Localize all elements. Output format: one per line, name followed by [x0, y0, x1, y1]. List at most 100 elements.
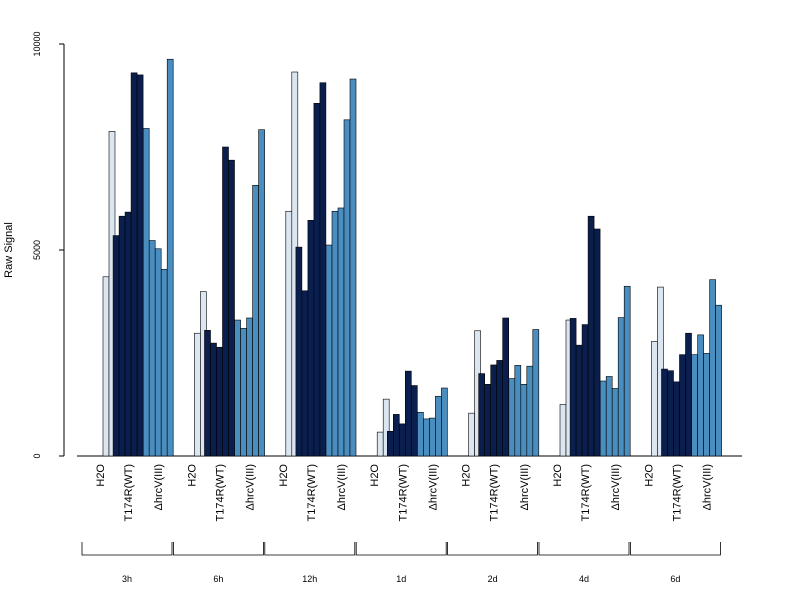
- bar: [611, 388, 619, 457]
- bar: [386, 430, 394, 457]
- category-label: H2O: [95, 464, 107, 487]
- bar: [484, 384, 492, 457]
- category-label: H2O: [369, 464, 381, 487]
- bar: [623, 285, 631, 457]
- bar: [154, 248, 162, 457]
- category-label: H2O: [278, 464, 290, 487]
- category-label: H2O: [643, 464, 655, 487]
- category-label: ΔhrcV(III): [245, 464, 257, 510]
- bar: [496, 360, 504, 457]
- bar: [593, 228, 601, 457]
- bar: [490, 364, 498, 457]
- bar: [532, 329, 540, 457]
- group-label: 4d: [579, 574, 589, 584]
- bar: [343, 119, 351, 457]
- bar: [166, 58, 174, 457]
- bar: [685, 332, 692, 457]
- group-label: 1d: [396, 574, 406, 584]
- bar: [124, 211, 132, 457]
- group-label: 12h: [302, 574, 317, 584]
- bar: [691, 354, 698, 457]
- bar: [112, 235, 120, 457]
- group-label: 6d: [670, 574, 680, 584]
- category-label: T174R(WT): [672, 464, 684, 521]
- bar: [435, 395, 442, 457]
- category-label: T174R(WT): [489, 464, 501, 521]
- bar: [307, 220, 315, 457]
- category-label: ΔhrcV(III): [336, 464, 348, 510]
- category-label: T174R(WT): [215, 464, 227, 521]
- bar: [667, 370, 674, 457]
- bar: [661, 368, 668, 457]
- bar: [319, 82, 327, 457]
- group-bracket: [447, 542, 538, 556]
- group-bracket: [630, 542, 721, 556]
- bar: [697, 334, 704, 457]
- bar: [130, 72, 138, 457]
- bar: [136, 74, 144, 457]
- bar: [559, 404, 567, 457]
- bar: [102, 276, 110, 457]
- group-label: 6h: [213, 574, 223, 584]
- bar: [382, 398, 390, 457]
- bar: [651, 341, 658, 457]
- bar: [673, 381, 680, 457]
- category-label: T174R(WT): [123, 464, 135, 521]
- bar: [194, 332, 201, 457]
- bar: [429, 417, 436, 457]
- bar: [148, 240, 156, 457]
- y-tick-label: 5000: [32, 240, 42, 260]
- category-label: H2O: [186, 464, 198, 487]
- bar: [417, 412, 424, 457]
- bar: [285, 210, 293, 457]
- bar: [222, 146, 229, 457]
- bar: [679, 354, 686, 457]
- bar: [252, 185, 259, 457]
- bar: [617, 317, 625, 457]
- bar: [709, 279, 716, 457]
- group-label: 2d: [488, 574, 498, 584]
- bar: [526, 365, 534, 457]
- group-label: 3h: [122, 574, 132, 584]
- y-tick-label: 0: [32, 453, 42, 458]
- bar: [398, 423, 406, 457]
- group-bracket: [81, 542, 173, 556]
- category-label: ΔhrcV(III): [153, 464, 165, 510]
- category-label: ΔhrcV(III): [519, 464, 531, 510]
- bar: [508, 378, 516, 457]
- bar: [587, 215, 595, 457]
- category-label: H2O: [552, 464, 564, 487]
- bar: [392, 414, 400, 457]
- bar: [441, 387, 448, 457]
- bar: [703, 353, 710, 457]
- group-bracket: [173, 542, 264, 556]
- bar: [295, 246, 303, 457]
- category-label: T174R(WT): [397, 464, 409, 521]
- bar: [313, 103, 321, 457]
- bar: [337, 207, 345, 457]
- group-brackets: 3h 6h 12h 1d 2d 4d 6d: [81, 542, 721, 584]
- bar: [210, 342, 217, 457]
- bar: [410, 385, 418, 457]
- bar: [514, 365, 522, 457]
- bar: [349, 78, 357, 457]
- bar: [160, 269, 168, 457]
- bar: [118, 215, 126, 457]
- bar: [575, 344, 583, 457]
- y-tick-label: 10000: [32, 31, 42, 56]
- group-bracket: [538, 542, 630, 556]
- bar: [240, 327, 247, 457]
- bar: [569, 318, 577, 457]
- bar: [715, 304, 722, 457]
- bar: [478, 373, 486, 457]
- category-label: ΔhrcV(III): [427, 464, 439, 510]
- bar: [376, 431, 384, 457]
- bar: [142, 128, 150, 457]
- category-labels: H2O T174R(WT) ΔhrcV(III) H2O T174R(WT) ΔhrcV(…: [95, 464, 714, 522]
- bar: [216, 346, 223, 457]
- y-axis-label: Raw Signal: [3, 222, 15, 278]
- bar: [258, 129, 265, 457]
- category-label: T174R(WT): [580, 464, 592, 521]
- group-bracket: [355, 542, 447, 556]
